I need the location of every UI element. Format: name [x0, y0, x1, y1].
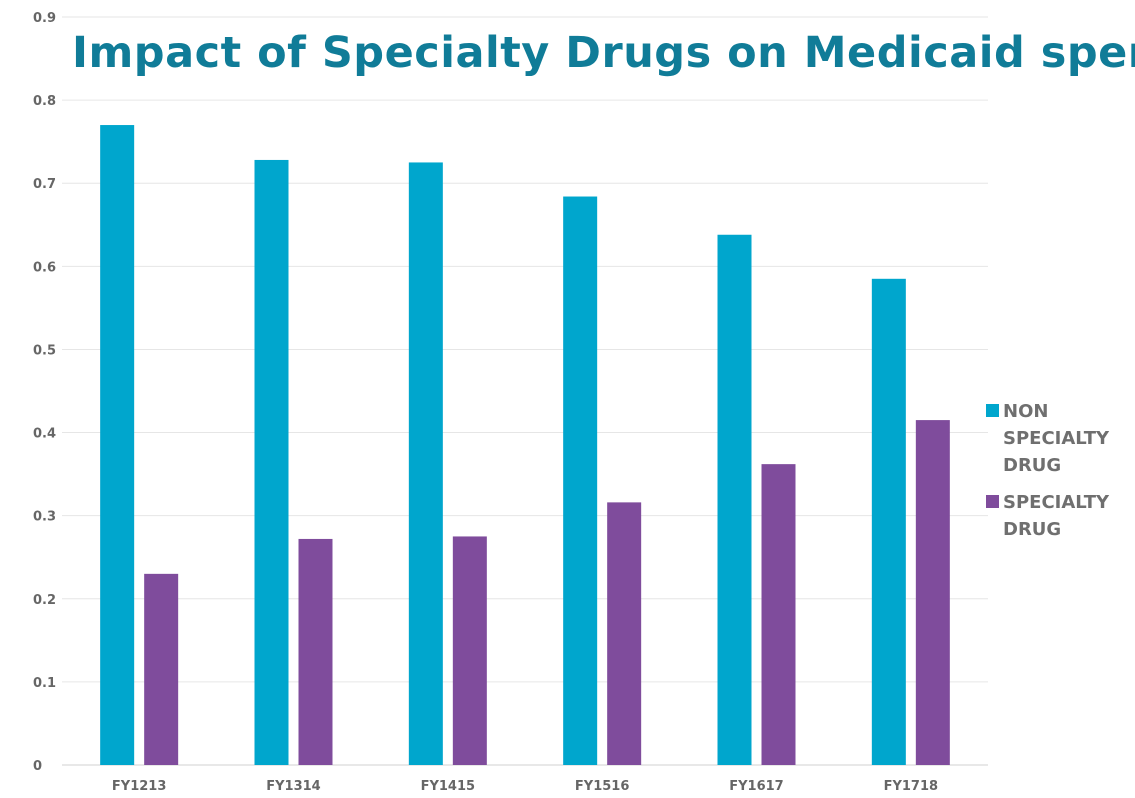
bar-specialty-FY1718 [915, 420, 950, 765]
legend-item-non-specialty: NON SPECIALTY DRUG [986, 398, 1134, 479]
x-tick-label: FY1415 [421, 779, 475, 794]
legend-label-non-specialty: NON SPECIALTY DRUG [1003, 401, 1110, 476]
bar-non-specialty-FY1213 [100, 125, 135, 766]
x-tick-label: FY1718 [884, 779, 938, 794]
bar-non-specialty-FY1516 [563, 196, 598, 765]
x-axis-ticks: FY1213 FY1314 FY1415 FY1516 FY1617 FY1718 [112, 779, 938, 794]
x-tick-label: FY1314 [266, 779, 320, 794]
bar-specialty-FY1617 [761, 464, 796, 765]
bar-non-specialty-FY1314 [254, 159, 289, 765]
bar-non-specialty-FY1415 [408, 162, 443, 765]
y-tick-label: 0.8 [33, 94, 56, 109]
legend-swatch-non-specialty [986, 404, 999, 417]
x-tick-label: FY1516 [575, 779, 629, 794]
y-tick-label: 0.5 [33, 343, 56, 358]
bar-specialty-FY1415 [452, 536, 487, 765]
y-tick-label: 0.6 [33, 260, 56, 275]
gridlines [62, 16, 988, 766]
y-tick-label: 0.9 [33, 11, 56, 26]
bars [100, 125, 950, 766]
legend: NON SPECIALTY DRUG SPECIALTY DRUG [986, 398, 1134, 553]
bar-specialty-FY1314 [298, 538, 333, 765]
x-tick-label: FY1617 [729, 779, 783, 794]
legend-label-specialty: SPECIALTY DRUG [1003, 492, 1110, 540]
legend-swatch-specialty [986, 495, 999, 508]
y-tick-label: 0.3 [33, 510, 56, 525]
y-axis-ticks: 0 0.1 0.2 0.3 0.4 0.5 0.6 0.7 0.8 0.9 [33, 11, 56, 774]
bar-specialty-FY1213 [144, 573, 179, 765]
bar-non-specialty-FY1718 [871, 278, 906, 765]
bar-specialty-FY1516 [607, 502, 642, 765]
y-tick-label: 0.1 [33, 676, 56, 691]
y-tick-label: 0 [33, 759, 42, 774]
y-tick-label: 0.2 [33, 593, 56, 608]
x-tick-label: FY1213 [112, 779, 166, 794]
y-tick-label: 0.4 [33, 427, 56, 442]
legend-item-specialty: SPECIALTY DRUG [986, 489, 1134, 543]
bar-non-specialty-FY1617 [717, 234, 752, 766]
chart-title: Impact of Specialty Drugs on Medicaid sp… [72, 28, 1135, 78]
y-tick-label: 0.7 [33, 177, 56, 192]
